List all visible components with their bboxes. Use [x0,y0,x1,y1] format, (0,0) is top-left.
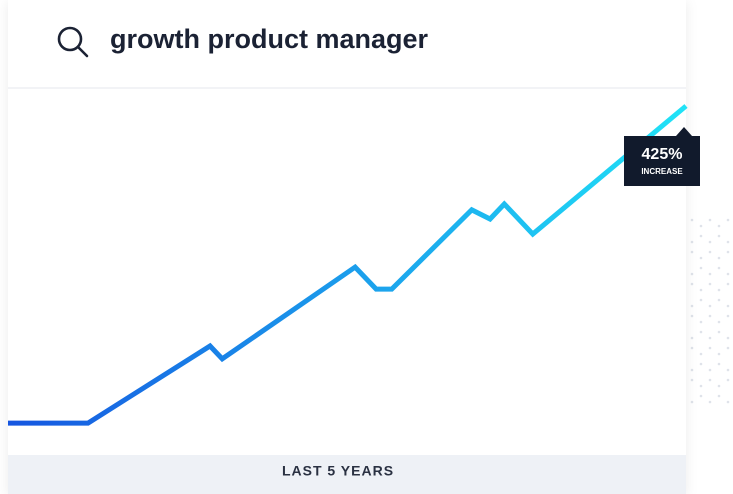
dot [690,304,694,308]
dot [690,336,694,340]
dot [717,288,721,292]
annotation-title: 425% [642,146,683,163]
plot [8,104,688,426]
dot [699,362,703,366]
dot [717,224,721,228]
dot [717,266,721,270]
trend-line [8,104,688,426]
dot [699,256,703,260]
dot [708,346,712,350]
dot [717,320,721,324]
dot [699,320,703,324]
dot [690,346,694,350]
dot [708,250,712,254]
dot [717,394,721,398]
dot [726,368,730,372]
dot [726,250,730,254]
dot [699,394,703,398]
dot [726,272,730,276]
dot [708,314,712,318]
dot [699,234,703,238]
dot [699,266,703,270]
dot [690,250,694,254]
dot [690,282,694,286]
dot [708,378,712,382]
dot [708,282,712,286]
dot [690,368,694,372]
annotation: 425% INCREASE [624,127,700,186]
dot [717,256,721,260]
dot [726,218,730,222]
dot [717,362,721,366]
dot [726,240,730,244]
search-query[interactable]: growth product manager [110,24,429,54]
dot [726,400,730,404]
dot [708,336,712,340]
dot [708,218,712,222]
dot [699,330,703,334]
dot [708,368,712,372]
dot [690,378,694,382]
dot [708,240,712,244]
dot [708,304,712,308]
dot [717,298,721,302]
dot [690,272,694,276]
dot [726,282,730,286]
dot [699,298,703,302]
dot [726,346,730,350]
dot [690,218,694,222]
dot [699,224,703,228]
dot [690,240,694,244]
dot [708,400,712,404]
dots [690,218,730,404]
footer-band [8,455,686,494]
dot [690,400,694,404]
dot [717,384,721,388]
dot [726,336,730,340]
dot [699,352,703,356]
search-icon [57,26,89,58]
dot [717,352,721,356]
dot [690,314,694,318]
dot [717,330,721,334]
footer-label: LAST 5 YEARS [282,463,394,479]
annotation-subtitle: INCREASE [641,167,683,176]
dot [726,378,730,382]
dot [726,304,730,308]
dot [726,314,730,318]
dot [699,288,703,292]
dot [699,384,703,388]
dot [708,272,712,276]
dot [717,234,721,238]
card [8,0,686,494]
